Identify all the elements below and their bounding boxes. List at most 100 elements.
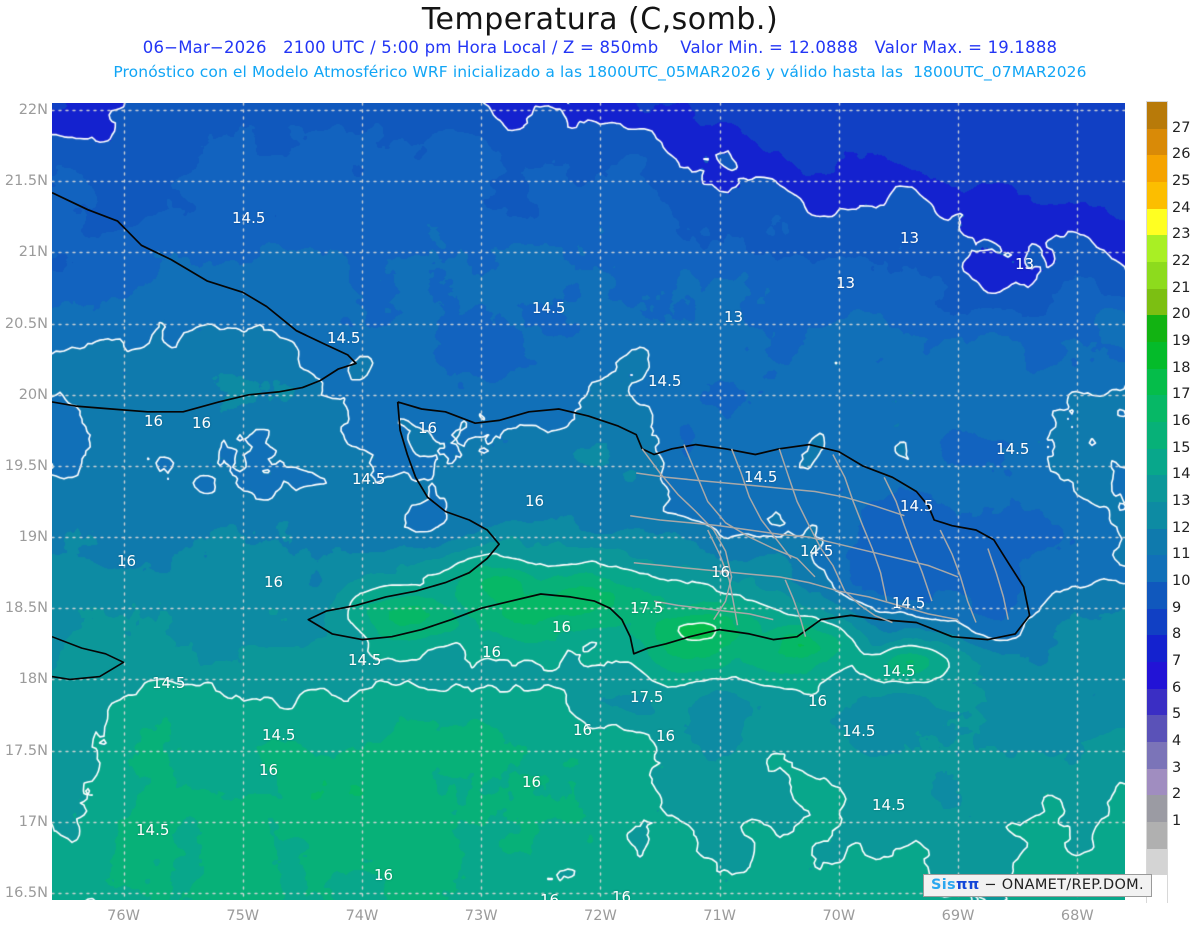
latitude-tick: 19N — [18, 529, 48, 546]
colorbar-swatch — [1147, 288, 1167, 316]
colorbar-tick-label: 25 — [1172, 173, 1191, 189]
latitude-tick: 17N — [18, 813, 48, 830]
contour-label: 14.5 — [348, 651, 382, 669]
contour-label: 14.5 — [744, 468, 778, 486]
colorbar-swatch — [1147, 688, 1167, 716]
contour-label: 16 — [418, 419, 438, 437]
page-title: Temperatura (C,somb.) — [421, 2, 779, 37]
colorbar-swatch — [1147, 742, 1167, 770]
province-boundary — [778, 448, 846, 592]
contour-label: 16 — [540, 891, 560, 900]
colorbar-swatch — [1147, 448, 1167, 476]
province-boundary — [844, 590, 893, 624]
contour-label: 13 — [1015, 255, 1035, 273]
colorbar-swatch — [1147, 262, 1167, 290]
latitude-tick: 17.5N — [4, 742, 48, 759]
contour-label: 14.5 — [842, 722, 876, 740]
hispaniola-coastline — [307, 401, 1031, 655]
colorbar-swatch — [1147, 822, 1167, 850]
colorbar-swatch — [1147, 235, 1167, 263]
latitude-tick: 19.5N — [4, 457, 48, 474]
colorbar-swatch — [1147, 208, 1167, 236]
longitude-tick: 71W — [703, 908, 737, 924]
longitude-tick: 75W — [226, 908, 260, 924]
colorbar-tick-label: 23 — [1172, 226, 1191, 243]
longitude-tick: 69W — [941, 908, 975, 924]
contour-label: 16 — [259, 761, 279, 779]
longitude-tick: 76W — [107, 908, 140, 924]
colorbar-tick-label: 3 — [1172, 759, 1182, 776]
province-boundary — [939, 529, 977, 623]
province-boundary — [683, 444, 816, 578]
contour-label: 16 — [374, 866, 394, 884]
logo-sis-text: Sis — [931, 877, 956, 893]
colorbar-swatch — [1147, 768, 1167, 796]
colorbar-swatch — [1147, 342, 1167, 370]
contour-label: 14.5 — [996, 440, 1030, 458]
colorbar-swatch — [1147, 635, 1167, 663]
province-boundary — [883, 476, 933, 602]
latitude-tick: 21.5N — [4, 173, 48, 190]
temperature-colorbar[interactable] — [1146, 101, 1168, 903]
colorbar-swatch — [1147, 422, 1167, 450]
contour-label: 14.5 — [648, 372, 682, 390]
province-boundary — [636, 472, 905, 517]
colorbar-tick-label: 5 — [1172, 706, 1182, 723]
colorbar-tick-label: 17 — [1172, 386, 1191, 403]
province-boundary — [730, 448, 792, 559]
logo-separator: − — [979, 877, 1002, 893]
temperature-shading-canvas — [52, 103, 1125, 900]
contour-label: 13 — [836, 274, 856, 292]
province-boundary — [633, 561, 959, 621]
contour-label: 14.5 — [900, 497, 934, 515]
province-boundary — [987, 548, 1009, 620]
colorbar-tick-label: 13 — [1172, 493, 1191, 509]
colorbar-tick-label: 12 — [1172, 519, 1191, 536]
colorbar-swatch — [1147, 502, 1167, 530]
contour-label: 17.5 — [630, 688, 664, 706]
attribution-badge: Sisππ − ONAMET/REP.DOM. — [923, 874, 1152, 897]
colorbar-swatch — [1147, 848, 1167, 876]
colorbar-swatch — [1147, 128, 1167, 156]
colorbar-tick-label: 24 — [1172, 199, 1191, 216]
colorbar-swatch — [1147, 608, 1167, 636]
province-boundary — [653, 600, 774, 621]
longitude-tick: 74W — [345, 908, 379, 924]
colorbar-swatch — [1147, 155, 1167, 183]
colorbar-swatch — [1147, 555, 1167, 583]
colorbar-tick-label: 15 — [1172, 439, 1191, 456]
province-boundary — [784, 579, 807, 637]
colorbar-swatch — [1147, 662, 1167, 690]
colorbar-tick-label: 27 — [1172, 119, 1191, 136]
temperature-map[interactable]: 14.5 14.5 14.5 14.5 14.5 14.5 14.5 14.5 14.5 14.5… — [52, 103, 1125, 900]
province-boundary — [832, 454, 888, 602]
colorbar-tick-label: 8 — [1172, 626, 1182, 643]
contour-label: 16 — [808, 692, 828, 710]
contour-label: 16 — [482, 643, 502, 661]
latitude-tick: 18N — [18, 671, 48, 688]
colorbar-swatch — [1147, 875, 1167, 903]
contour-label: 14.5 — [262, 726, 296, 744]
latitude-tick: 21N — [18, 244, 48, 261]
model-description-line: Pronóstico con el Modelo Atmosférico WRF… — [113, 63, 1087, 81]
contour-label: 16 — [525, 492, 545, 510]
colorbar-swatch — [1147, 102, 1167, 130]
colorbar-tick-label: 4 — [1172, 733, 1182, 749]
longitude-tick: 68W — [1060, 908, 1094, 924]
contour-label: 16 — [573, 721, 593, 739]
contour-label: 16 — [552, 618, 572, 636]
small-island-coastline — [52, 635, 125, 681]
colorbar-tick-label: 22 — [1172, 253, 1191, 269]
colorbar-swatch — [1147, 582, 1167, 610]
latitude-tick: 16.5N — [4, 884, 48, 901]
contour-label: 16 — [711, 563, 731, 581]
contour-label: 16 — [144, 412, 164, 430]
colorbar-tick-label: 11 — [1172, 546, 1191, 563]
contour-label: 14.5 — [232, 209, 266, 227]
latitude-tick: 18.5N — [4, 600, 48, 617]
colorbar-swatch — [1147, 315, 1167, 343]
contour-label: 17.5 — [630, 599, 664, 617]
colorbar-swatch — [1147, 795, 1167, 823]
colorbar-swatch — [1147, 528, 1167, 556]
contour-label: 16 — [612, 888, 632, 900]
